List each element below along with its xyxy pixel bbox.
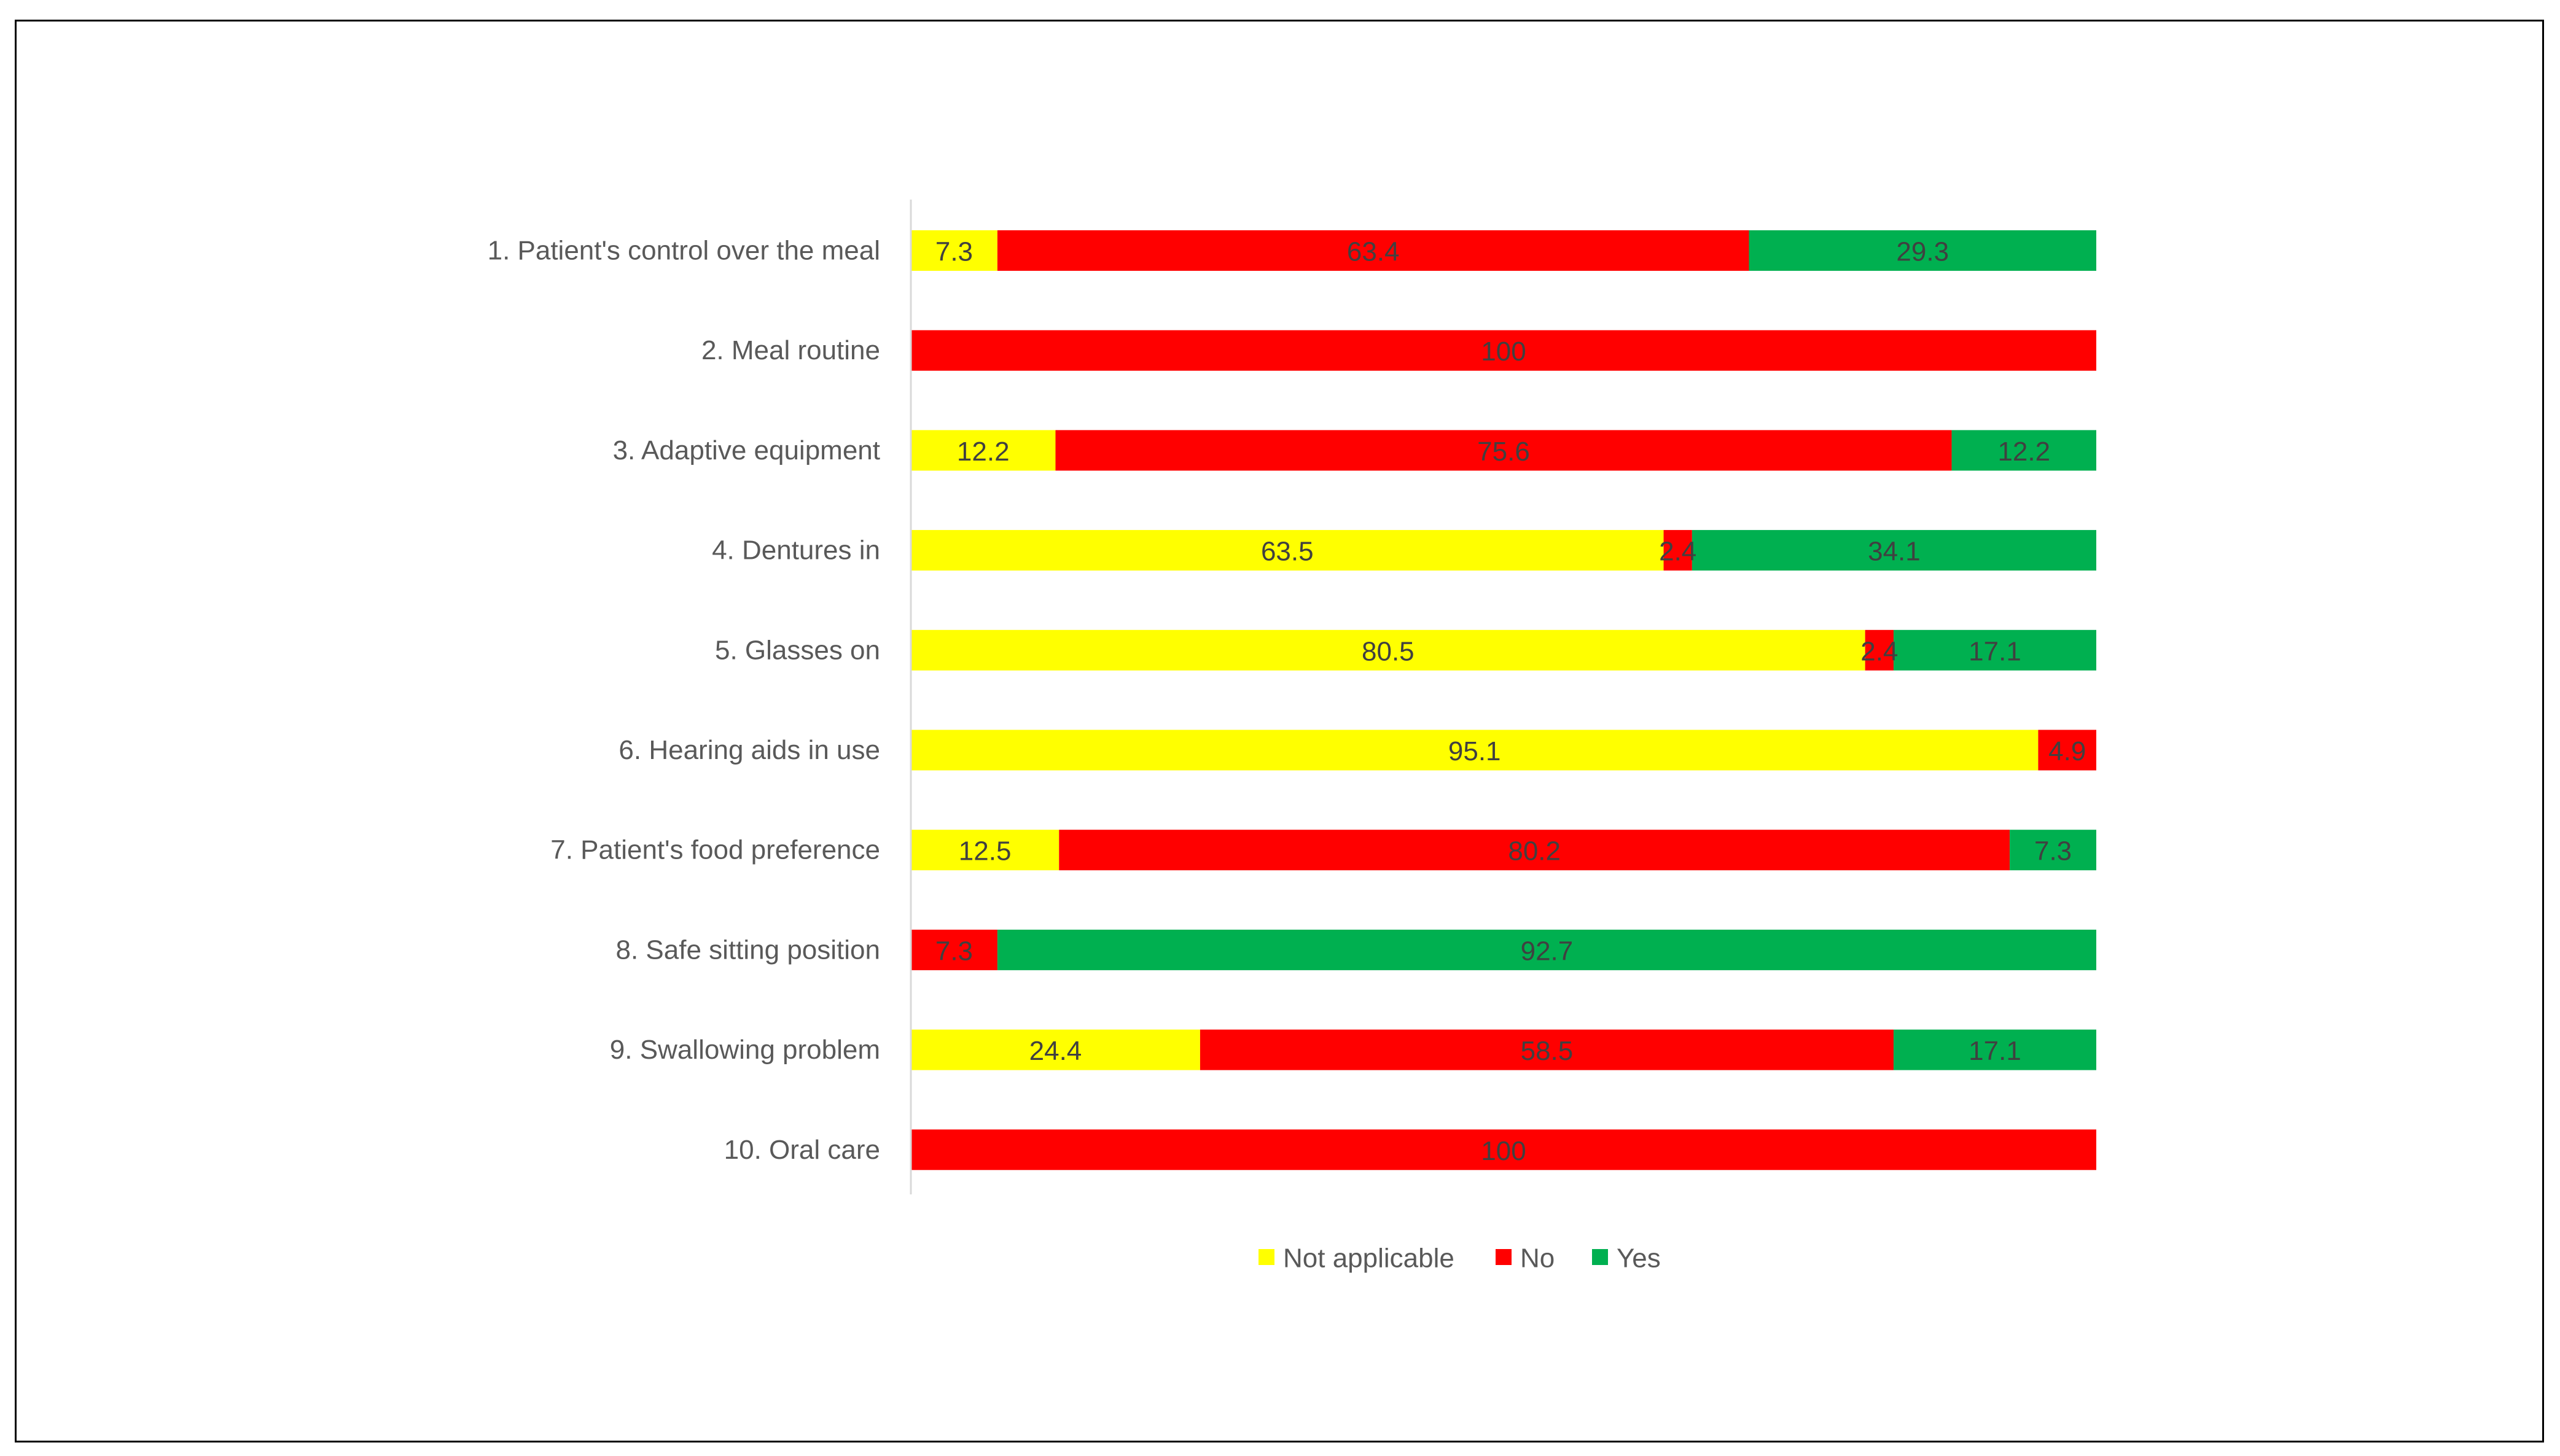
data-label: 24.4 bbox=[1029, 1036, 1082, 1066]
legend-swatch bbox=[1496, 1249, 1512, 1265]
data-label: 75.6 bbox=[1477, 437, 1530, 467]
bar-segment-no bbox=[1059, 830, 2010, 871]
category-label: 2. Meal routine bbox=[701, 335, 880, 365]
data-label: 7.3 bbox=[2034, 836, 2072, 866]
bar-segment-yes bbox=[1749, 230, 2096, 271]
legend-item-yes: Yes bbox=[1592, 1244, 1661, 1274]
data-label: 17.1 bbox=[1969, 636, 2021, 666]
data-label: 2.4 bbox=[1860, 636, 1898, 666]
category-label: 1. Patient's control over the meal bbox=[488, 236, 880, 266]
category-label: 4. Dentures in bbox=[712, 535, 880, 566]
bar-segment-yes bbox=[1951, 430, 2096, 471]
bar-segment-not-applicable bbox=[911, 1029, 1200, 1070]
bar-segment-yes bbox=[1893, 1029, 2096, 1070]
legend-item-no: No bbox=[1496, 1244, 1555, 1274]
bar-segment-no bbox=[1200, 1029, 1894, 1070]
data-label: 92.7 bbox=[1521, 936, 1574, 966]
bar-segment-yes bbox=[2010, 830, 2096, 871]
chart-frame: 1. Patient's control over the meal 7.3 63.… bbox=[15, 20, 2544, 1442]
stacked-bar-chart: 1. Patient's control over the meal 7.3 63.… bbox=[488, 200, 2096, 1274]
data-label: 7.3 bbox=[935, 936, 973, 966]
legend: Not applicable No Yes bbox=[1259, 1244, 1661, 1274]
bar-segment-no bbox=[2038, 730, 2096, 771]
category-label: 10. Oral care bbox=[724, 1135, 880, 1165]
data-label: 17.1 bbox=[1969, 1036, 2021, 1066]
bar-segment-no bbox=[911, 330, 2096, 371]
data-label: 58.5 bbox=[1521, 1036, 1574, 1066]
bar-segment-no bbox=[1663, 530, 1692, 571]
bar-segment-not-applicable bbox=[911, 430, 1056, 471]
category-label: 9. Swallowing problem bbox=[610, 1035, 880, 1065]
legend-item-not-applicable: Not applicable bbox=[1259, 1244, 1454, 1274]
bar-segment-not-applicable bbox=[911, 629, 1865, 671]
data-label: 4.9 bbox=[2048, 736, 2086, 766]
labels-layer: 1. Patient's control over the meal 7.3 63.… bbox=[488, 236, 2086, 1166]
data-label: 63.5 bbox=[1261, 537, 1314, 567]
bar-segment-yes bbox=[1893, 629, 2096, 671]
bar-segment-not-applicable bbox=[911, 730, 2039, 771]
data-label: 7.3 bbox=[935, 237, 973, 267]
category-label: 3. Adaptive equipment bbox=[613, 435, 880, 465]
legend-label: No bbox=[1520, 1244, 1555, 1274]
bars-layer bbox=[911, 230, 2096, 1170]
legend-label: Not applicable bbox=[1283, 1244, 1454, 1274]
bar-segment-no bbox=[911, 1129, 2096, 1170]
category-label: 6. Hearing aids in use bbox=[619, 735, 880, 765]
data-label: 63.4 bbox=[1347, 237, 1400, 267]
bar-segment-no bbox=[1055, 430, 1952, 471]
data-label: 12.2 bbox=[1997, 437, 2050, 467]
category-label: 5. Glasses on bbox=[715, 635, 880, 665]
data-label: 2.4 bbox=[1659, 537, 1696, 567]
data-label: 95.1 bbox=[1448, 736, 1501, 766]
bar-segment-no bbox=[1865, 629, 1894, 671]
bar-segment-no bbox=[997, 230, 1749, 271]
bar-segment-yes bbox=[997, 929, 2096, 970]
data-label: 29.3 bbox=[1896, 237, 1949, 267]
category-label: 8. Safe sitting position bbox=[616, 935, 880, 965]
legend-swatch bbox=[1259, 1249, 1274, 1265]
data-label: 34.1 bbox=[1868, 537, 1921, 567]
data-label: 12.2 bbox=[957, 437, 1010, 467]
bar-segment-not-applicable bbox=[911, 230, 997, 271]
bar-segment-no bbox=[911, 929, 997, 970]
legend-swatch bbox=[1592, 1249, 1608, 1265]
data-label: 100 bbox=[1481, 337, 1526, 367]
bar-segment-yes bbox=[1692, 530, 2096, 571]
bar-segment-not-applicable bbox=[911, 530, 1664, 571]
data-label: 80.5 bbox=[1362, 636, 1415, 666]
data-label: 100 bbox=[1481, 1136, 1526, 1166]
legend-label: Yes bbox=[1617, 1244, 1661, 1274]
data-label: 12.5 bbox=[959, 836, 1012, 866]
category-label: 7. Patient's food preference bbox=[550, 835, 880, 865]
data-label: 80.2 bbox=[1508, 836, 1561, 866]
bar-segment-not-applicable bbox=[911, 830, 1060, 871]
